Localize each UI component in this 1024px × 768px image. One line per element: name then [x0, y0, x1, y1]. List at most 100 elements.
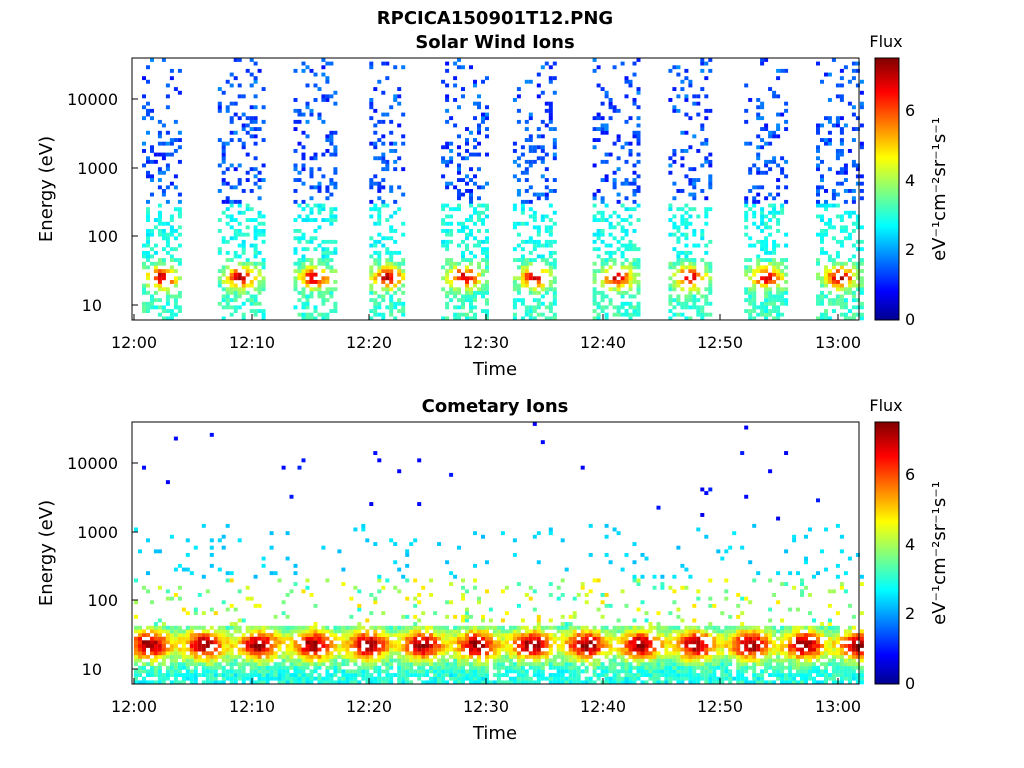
heatmap-cell: [604, 258, 609, 262]
heatmap-cell: [748, 258, 753, 262]
heatmap-cell: [229, 640, 234, 645]
heatmap-cell: [756, 116, 761, 121]
heatmap-cell: [680, 633, 685, 637]
heatmap-cell: [193, 611, 198, 616]
heatmap-cell: [173, 647, 178, 652]
heatmap-cell: [764, 301, 769, 306]
heatmap-cell: [349, 625, 354, 630]
heatmap-cell: [824, 138, 828, 142]
heatmap-cell: [153, 261, 158, 266]
heatmap-cell: [173, 636, 178, 641]
heatmap-cell: [548, 65, 553, 70]
heatmap-cell: [297, 625, 302, 630]
heatmap-cell: [676, 640, 681, 645]
heatmap-cell: [277, 633, 282, 637]
heatmap-cell: [405, 549, 410, 554]
heatmap-cell: [816, 145, 820, 150]
heatmap-cell: [839, 149, 844, 153]
heatmap-cell: [768, 276, 773, 281]
heatmap-cell: [257, 269, 262, 273]
heatmap-cell: [843, 272, 848, 277]
heatmap-cell: [827, 141, 832, 146]
heatmap-cell: [461, 665, 465, 670]
heatmap-cell: [401, 221, 406, 226]
heatmap-cell: [684, 68, 689, 73]
heatmap-cell: [329, 633, 334, 637]
heatmap-cell: [233, 629, 238, 634]
heatmap-cell: [552, 276, 557, 281]
heatmap-cell: [772, 156, 777, 161]
heatmap-cell: [329, 644, 334, 648]
heatmap-cell: [843, 305, 848, 310]
heatmap-cell: [297, 647, 302, 652]
heatmap-cell: [740, 673, 745, 677]
heatmap-cell: [153, 305, 158, 310]
heatmap-cell: [385, 258, 390, 262]
heatmap-cell: [405, 553, 410, 557]
heatmap-cell: [632, 625, 637, 630]
heatmap-cell: [552, 265, 557, 270]
heatmap-cell: [138, 640, 142, 645]
heatmap-cell: [321, 269, 326, 273]
heatmap-cell: [584, 644, 589, 648]
heatmap-cell: [189, 662, 194, 667]
heatmap-cell: [668, 218, 673, 222]
heatmap-cell: [165, 141, 170, 146]
heatmap-cell: [827, 276, 832, 281]
heatmap-cell: [337, 644, 342, 648]
heatmap-cell: [397, 265, 402, 270]
heatmap-cell: [225, 287, 230, 292]
heatmap-cell: [620, 629, 625, 634]
heatmap-cell: [644, 611, 649, 616]
heatmap-cell: [672, 658, 677, 663]
heatmap-cell: [173, 280, 178, 284]
heatmap-cell: [560, 578, 565, 583]
heatmap-cell: [604, 276, 609, 281]
heatmap-cell: [648, 669, 653, 674]
heatmap-cell: [261, 676, 266, 681]
heatmap-cell: [624, 636, 629, 641]
heatmap-cell: [552, 316, 557, 321]
heatmap-cell: [640, 651, 645, 656]
heatmap-cell: [632, 243, 637, 248]
heatmap-cell: [664, 658, 669, 663]
heatmap-cell: [385, 276, 390, 281]
heatmap-cell: [672, 225, 677, 230]
heatmap-cell: [524, 309, 529, 313]
heatmap-cell: [704, 658, 709, 663]
heatmap-cell: [161, 680, 166, 685]
heatmap-cell: [473, 669, 477, 674]
heatmap-cell: [708, 280, 713, 284]
heatmap-cell: [393, 250, 398, 255]
heatmap-cell: [859, 261, 864, 266]
heatmap-cell: [169, 647, 174, 652]
heatmap-cell: [461, 633, 465, 637]
heatmap-cell: [445, 629, 450, 634]
heatmap-cell: [664, 629, 669, 634]
heatmap-cell: [512, 283, 517, 288]
heatmap-cell: [329, 239, 334, 244]
heatmap-cell: [281, 673, 286, 677]
heatmap-cell: [688, 636, 693, 641]
heatmap-cell: [760, 210, 765, 215]
heatmap-cell: [369, 116, 374, 121]
heatmap-cell: [437, 625, 442, 630]
heatmap-cell: [592, 625, 597, 630]
heatmap-cell: [628, 647, 633, 652]
heatmap-cell: [142, 163, 146, 168]
heatmap-cell: [704, 673, 709, 677]
heatmap-cell: [668, 170, 673, 175]
heatmap-cell: [453, 633, 458, 637]
heatmap-cell: [672, 280, 677, 284]
heatmap-cell: [688, 145, 693, 150]
heatmap-cell: [528, 640, 533, 645]
heatmap-cell: [672, 152, 677, 157]
heatmap-cell: [369, 662, 374, 667]
heatmap-cell: [301, 651, 306, 656]
heatmap-cell: [413, 654, 418, 659]
heatmap-cell: [524, 138, 529, 142]
heatmap-cell: [736, 654, 741, 659]
heatmap-cell: [768, 210, 773, 215]
heatmap-cell: [377, 138, 382, 142]
heatmap-cell: [333, 90, 338, 95]
